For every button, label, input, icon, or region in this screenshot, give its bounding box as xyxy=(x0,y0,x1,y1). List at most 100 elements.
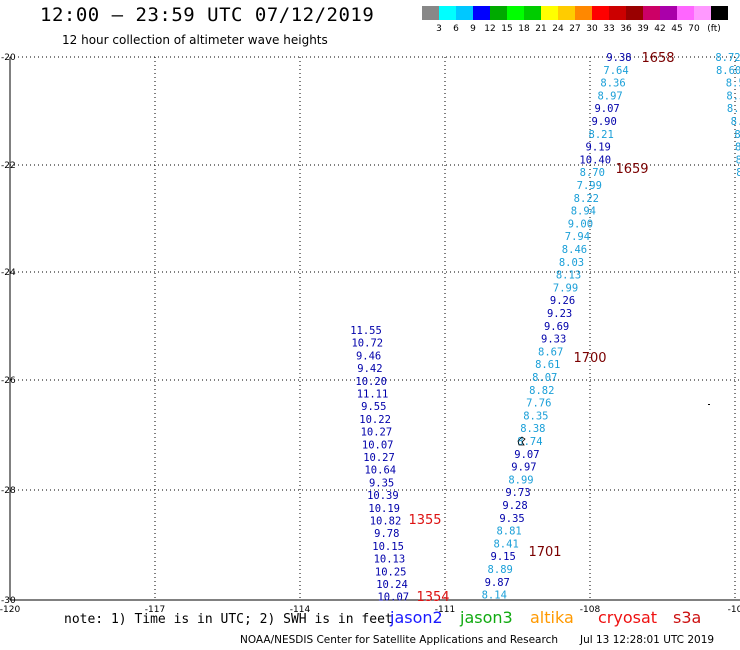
legend-swatch xyxy=(507,6,524,20)
lon-tick-label: -111 xyxy=(435,605,455,615)
legend-swatch xyxy=(575,6,592,20)
time-label: 1658 xyxy=(641,51,674,66)
wave-height-label: 9.90 xyxy=(592,116,617,128)
legend-swatch xyxy=(490,6,507,20)
wave-height-label: 8.21 xyxy=(589,129,614,141)
legend-label: 24 xyxy=(552,24,564,34)
wave-height-label: 9.19 xyxy=(586,142,611,154)
legend-swatch xyxy=(456,6,473,20)
legend-label: 21 xyxy=(535,24,547,34)
wave-height-label: 8.36 xyxy=(600,78,625,90)
legend-label: 70 xyxy=(688,24,700,34)
wave-height-label: 8.38 xyxy=(520,423,545,435)
legend-swatch xyxy=(626,6,643,20)
wave-height-label: 11.55 xyxy=(350,325,382,337)
wave-height-label: 9.55 xyxy=(361,401,386,413)
wave-height-label: 10.40 xyxy=(579,154,611,166)
time-label: 1659 xyxy=(615,162,648,177)
wave-height-label: 7.94 xyxy=(565,231,590,243)
lat-tick-label: -26 xyxy=(1,376,16,386)
wave-height-label: 7.76 xyxy=(526,398,551,410)
wave-height-label: 8.70 xyxy=(580,167,605,179)
wave-height-label: 10.39 xyxy=(367,490,399,502)
legend-label: 27 xyxy=(569,24,581,34)
wave-height-label: 9.26 xyxy=(550,295,575,307)
wave-height-label: 8.67 xyxy=(538,346,563,358)
wave-height-label: 10.82 xyxy=(370,516,402,528)
wave-height-label: 9.07 xyxy=(594,103,619,115)
wave-height-label: 8 xyxy=(736,154,740,166)
wave-height-label: 8.14 xyxy=(482,590,507,602)
wave-height-label: 8.72 xyxy=(715,52,740,64)
legend-label: 39 xyxy=(637,24,649,34)
legend-swatch xyxy=(439,6,456,20)
lat-tick-label: -20 xyxy=(1,53,16,63)
wave-height-label: 10.72 xyxy=(351,338,383,350)
wave-height-label: 9.07 xyxy=(514,449,539,461)
satellite-label-jason2: jason2 xyxy=(390,608,443,627)
page-title: 12:00 — 23:59 UTC 07/12/2019 xyxy=(40,4,375,26)
wave-height-label: 10.15 xyxy=(372,541,404,553)
legend-swatch xyxy=(473,6,490,20)
time-label: 1355 xyxy=(408,513,441,528)
wave-height-label: 10.07 xyxy=(362,439,394,451)
wave-height-label: 8. xyxy=(731,116,740,128)
lat-tick-label: -24 xyxy=(1,268,16,278)
wave-height-label: 8.97 xyxy=(597,90,622,102)
legend-label: 15 xyxy=(501,24,513,34)
wave-height-label: 9.38 xyxy=(606,52,631,64)
wave-height-label: 8 xyxy=(736,167,740,179)
wave-height-label: 8.99 xyxy=(508,474,533,486)
legend-swatch xyxy=(660,6,677,20)
wave-height-label: 8.60 xyxy=(716,65,740,77)
satellite-label-altika: altika xyxy=(530,608,574,627)
legend-label: 33 xyxy=(603,24,615,34)
wave-height-label: 9.35 xyxy=(369,477,394,489)
island-dot xyxy=(708,404,710,405)
legend-swatch xyxy=(643,6,660,20)
wave-height-label: 8.81 xyxy=(496,526,521,538)
legend-label: 45 xyxy=(671,24,683,34)
wave-height-label: 10.64 xyxy=(364,465,396,477)
wave-height-label: 10.24 xyxy=(376,579,408,591)
time-label: 1700 xyxy=(573,351,606,366)
legend-label: 12 xyxy=(484,24,496,34)
lat-tick-label: -22 xyxy=(1,161,16,171)
legend-label: 3 xyxy=(436,24,442,34)
legend-label: 18 xyxy=(518,24,530,34)
legend-swatch xyxy=(422,6,439,20)
wave-height-label: 7.99 xyxy=(577,180,602,192)
lon-tick-label: -114 xyxy=(290,605,311,615)
wave-height-label: 9.28 xyxy=(502,500,527,512)
wave-height-label: 8.5 xyxy=(726,78,740,90)
wave-height-label: 8.82 xyxy=(529,385,554,397)
page-subtitle: 12 hour collection of altimeter wave hei… xyxy=(62,33,328,47)
wave-height-label: 9.73 xyxy=(505,487,530,499)
wave-height-label: 8.07 xyxy=(532,372,557,384)
lon-tick-label: -120 xyxy=(0,605,20,615)
lon-tick-label: -108 xyxy=(580,605,601,615)
legend-swatch xyxy=(677,6,694,20)
wave-height-label: 8 xyxy=(735,142,740,154)
legend-swatch xyxy=(592,6,609,20)
legend-swatch xyxy=(694,6,711,20)
wave-height-label: 8.2 xyxy=(727,103,740,115)
time-label: 1701 xyxy=(528,545,561,560)
wave-height-label: 7.99 xyxy=(553,282,578,294)
legend-label: 9 xyxy=(470,24,476,34)
legend-label: 36 xyxy=(620,24,632,34)
wave-height-label: 8.13 xyxy=(556,270,581,282)
wave-height-label: 10.25 xyxy=(375,566,407,578)
legend-swatch xyxy=(541,6,558,20)
wave-height-label: 11.11 xyxy=(357,389,389,401)
legend-swatch xyxy=(524,6,541,20)
wave-height-label: 8.61 xyxy=(535,359,560,371)
time-label: 1354 xyxy=(416,590,449,605)
wave-height-label: 9.42 xyxy=(357,363,382,375)
legend-swatch xyxy=(711,6,728,20)
wave-height-label: 8.03 xyxy=(559,257,584,269)
legend-label: 30 xyxy=(586,24,598,34)
lat-tick-label: -30 xyxy=(1,596,16,606)
wave-height-label: 9.69 xyxy=(544,321,569,333)
